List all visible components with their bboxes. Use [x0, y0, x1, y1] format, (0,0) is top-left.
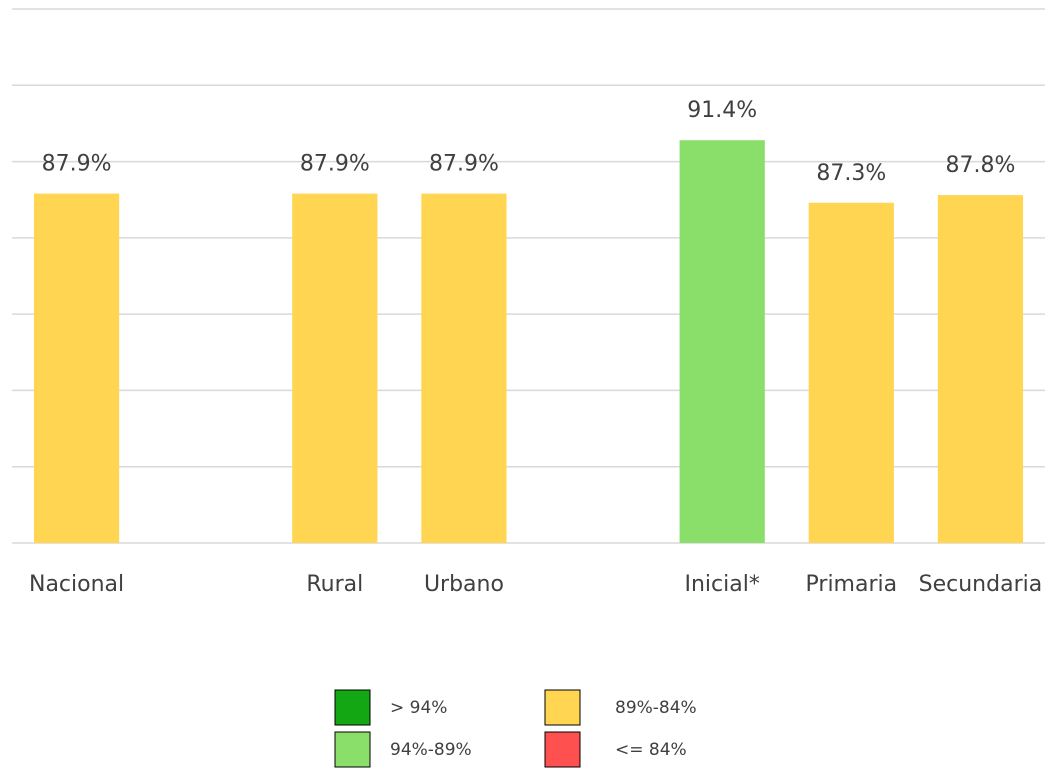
x-tick-label: Primaria [806, 572, 898, 597]
value-label: 91.4% [687, 98, 757, 123]
bar [808, 202, 894, 543]
bar [679, 140, 765, 543]
bar [33, 193, 120, 543]
x-tick-label: Nacional [29, 572, 124, 597]
value-label: 87.3% [816, 161, 886, 186]
bar [421, 193, 507, 543]
legend-label: > 94% [390, 698, 447, 718]
x-tick-label: Inicial* [685, 572, 760, 597]
bar [292, 193, 378, 543]
legend-label: 94%-89% [390, 740, 472, 760]
legend-swatch [544, 689, 581, 726]
legend-swatch [544, 731, 581, 768]
x-tick-label: Rural [306, 572, 363, 597]
legend-swatch [334, 689, 371, 726]
value-label: 87.8% [945, 153, 1015, 178]
bar [937, 195, 1024, 543]
value-label: 87.9% [42, 152, 112, 177]
x-tick-label: Secundaria [919, 572, 1043, 597]
value-label: 87.9% [429, 152, 499, 177]
value-label: 87.9% [300, 152, 370, 177]
legend-label: <= 84% [615, 740, 687, 760]
legend-swatch [334, 731, 371, 768]
legend-label: 89%-84% [615, 698, 697, 718]
x-tick-label: Urbano [424, 572, 504, 597]
